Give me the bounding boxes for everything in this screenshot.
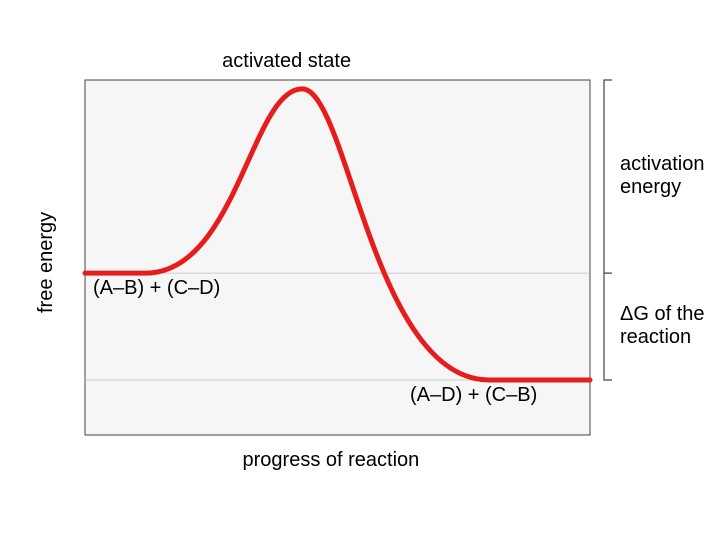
- activated-state-label: activated state: [222, 50, 351, 73]
- activation-energy-label: activation energy: [620, 153, 705, 199]
- x-axis-label: progress of reaction: [243, 449, 420, 472]
- delta-g-label: ΔG of the reaction: [620, 303, 705, 349]
- y-axis-label: free energy: [35, 211, 58, 312]
- reactants-label: (A–B) + (C–D): [93, 277, 220, 300]
- chart-stage: activated state progress of reaction fre…: [0, 0, 720, 540]
- products-label: (A–D) + (C–B): [410, 384, 537, 407]
